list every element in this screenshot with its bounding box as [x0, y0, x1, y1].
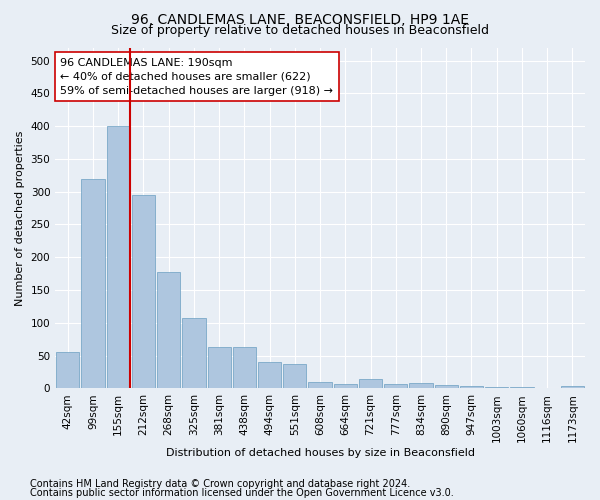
Text: 96 CANDLEMAS LANE: 190sqm
← 40% of detached houses are smaller (622)
59% of semi: 96 CANDLEMAS LANE: 190sqm ← 40% of detac…	[61, 58, 334, 96]
Bar	[182, 318, 206, 388]
Bar	[82, 178, 104, 388]
X-axis label: Distribution of detached houses by size in Beaconsfield: Distribution of detached houses by size …	[166, 448, 475, 458]
Bar	[485, 387, 508, 388]
Bar	[107, 126, 130, 388]
Y-axis label: Number of detached properties: Number of detached properties	[15, 130, 25, 306]
Bar	[409, 383, 433, 388]
Bar	[132, 195, 155, 388]
Bar	[208, 347, 231, 389]
Bar	[283, 364, 307, 388]
Text: 96, CANDLEMAS LANE, BEACONSFIELD, HP9 1AE: 96, CANDLEMAS LANE, BEACONSFIELD, HP9 1A…	[131, 12, 469, 26]
Bar	[56, 352, 79, 388]
Bar	[258, 362, 281, 388]
Bar	[334, 384, 357, 388]
Text: Size of property relative to detached houses in Beaconsfield: Size of property relative to detached ho…	[111, 24, 489, 37]
Bar	[359, 379, 382, 388]
Text: Contains public sector information licensed under the Open Government Licence v3: Contains public sector information licen…	[30, 488, 454, 498]
Bar	[308, 382, 332, 388]
Text: Contains HM Land Registry data © Crown copyright and database right 2024.: Contains HM Land Registry data © Crown c…	[30, 479, 410, 489]
Bar	[511, 387, 533, 388]
Bar	[561, 386, 584, 388]
Bar	[157, 272, 181, 388]
Bar	[434, 385, 458, 388]
Bar	[460, 386, 483, 388]
Bar	[233, 347, 256, 389]
Bar	[384, 384, 407, 388]
